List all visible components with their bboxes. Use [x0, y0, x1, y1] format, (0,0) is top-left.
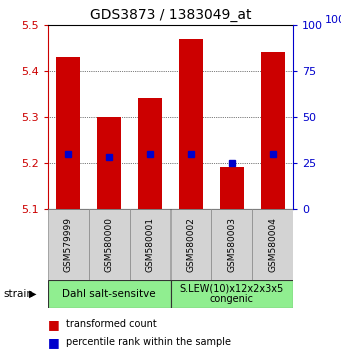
Bar: [97, 117, 121, 209]
Text: GSM580003: GSM580003: [227, 217, 236, 272]
Bar: [89, 209, 130, 280]
Bar: [56, 57, 80, 209]
Bar: [261, 52, 285, 209]
Text: GSM580001: GSM580001: [146, 217, 154, 272]
Text: GSM580000: GSM580000: [105, 217, 114, 272]
Text: transformed count: transformed count: [66, 319, 157, 329]
Text: ■: ■: [48, 336, 59, 349]
Text: ■: ■: [48, 318, 59, 331]
Bar: [179, 39, 203, 209]
Text: GSM579999: GSM579999: [64, 217, 73, 272]
Bar: [170, 280, 293, 308]
Title: GDS3873 / 1383049_at: GDS3873 / 1383049_at: [90, 8, 251, 22]
Bar: [220, 167, 244, 209]
Text: ▶: ▶: [29, 289, 36, 299]
Bar: [170, 209, 211, 280]
Bar: [211, 209, 252, 280]
Bar: [130, 209, 170, 280]
Text: strain: strain: [3, 289, 33, 299]
Text: percentile rank within the sample: percentile rank within the sample: [66, 337, 232, 348]
Bar: [48, 209, 89, 280]
Bar: [48, 280, 170, 308]
Text: GSM580004: GSM580004: [268, 217, 277, 272]
Text: Dahl salt-sensitve: Dahl salt-sensitve: [62, 289, 156, 299]
Text: 100%: 100%: [325, 15, 341, 25]
Bar: [252, 209, 293, 280]
Text: GSM580002: GSM580002: [187, 217, 195, 272]
Text: S.LEW(10)x12x2x3x5
congenic: S.LEW(10)x12x2x3x5 congenic: [180, 284, 284, 304]
Bar: [138, 98, 162, 209]
